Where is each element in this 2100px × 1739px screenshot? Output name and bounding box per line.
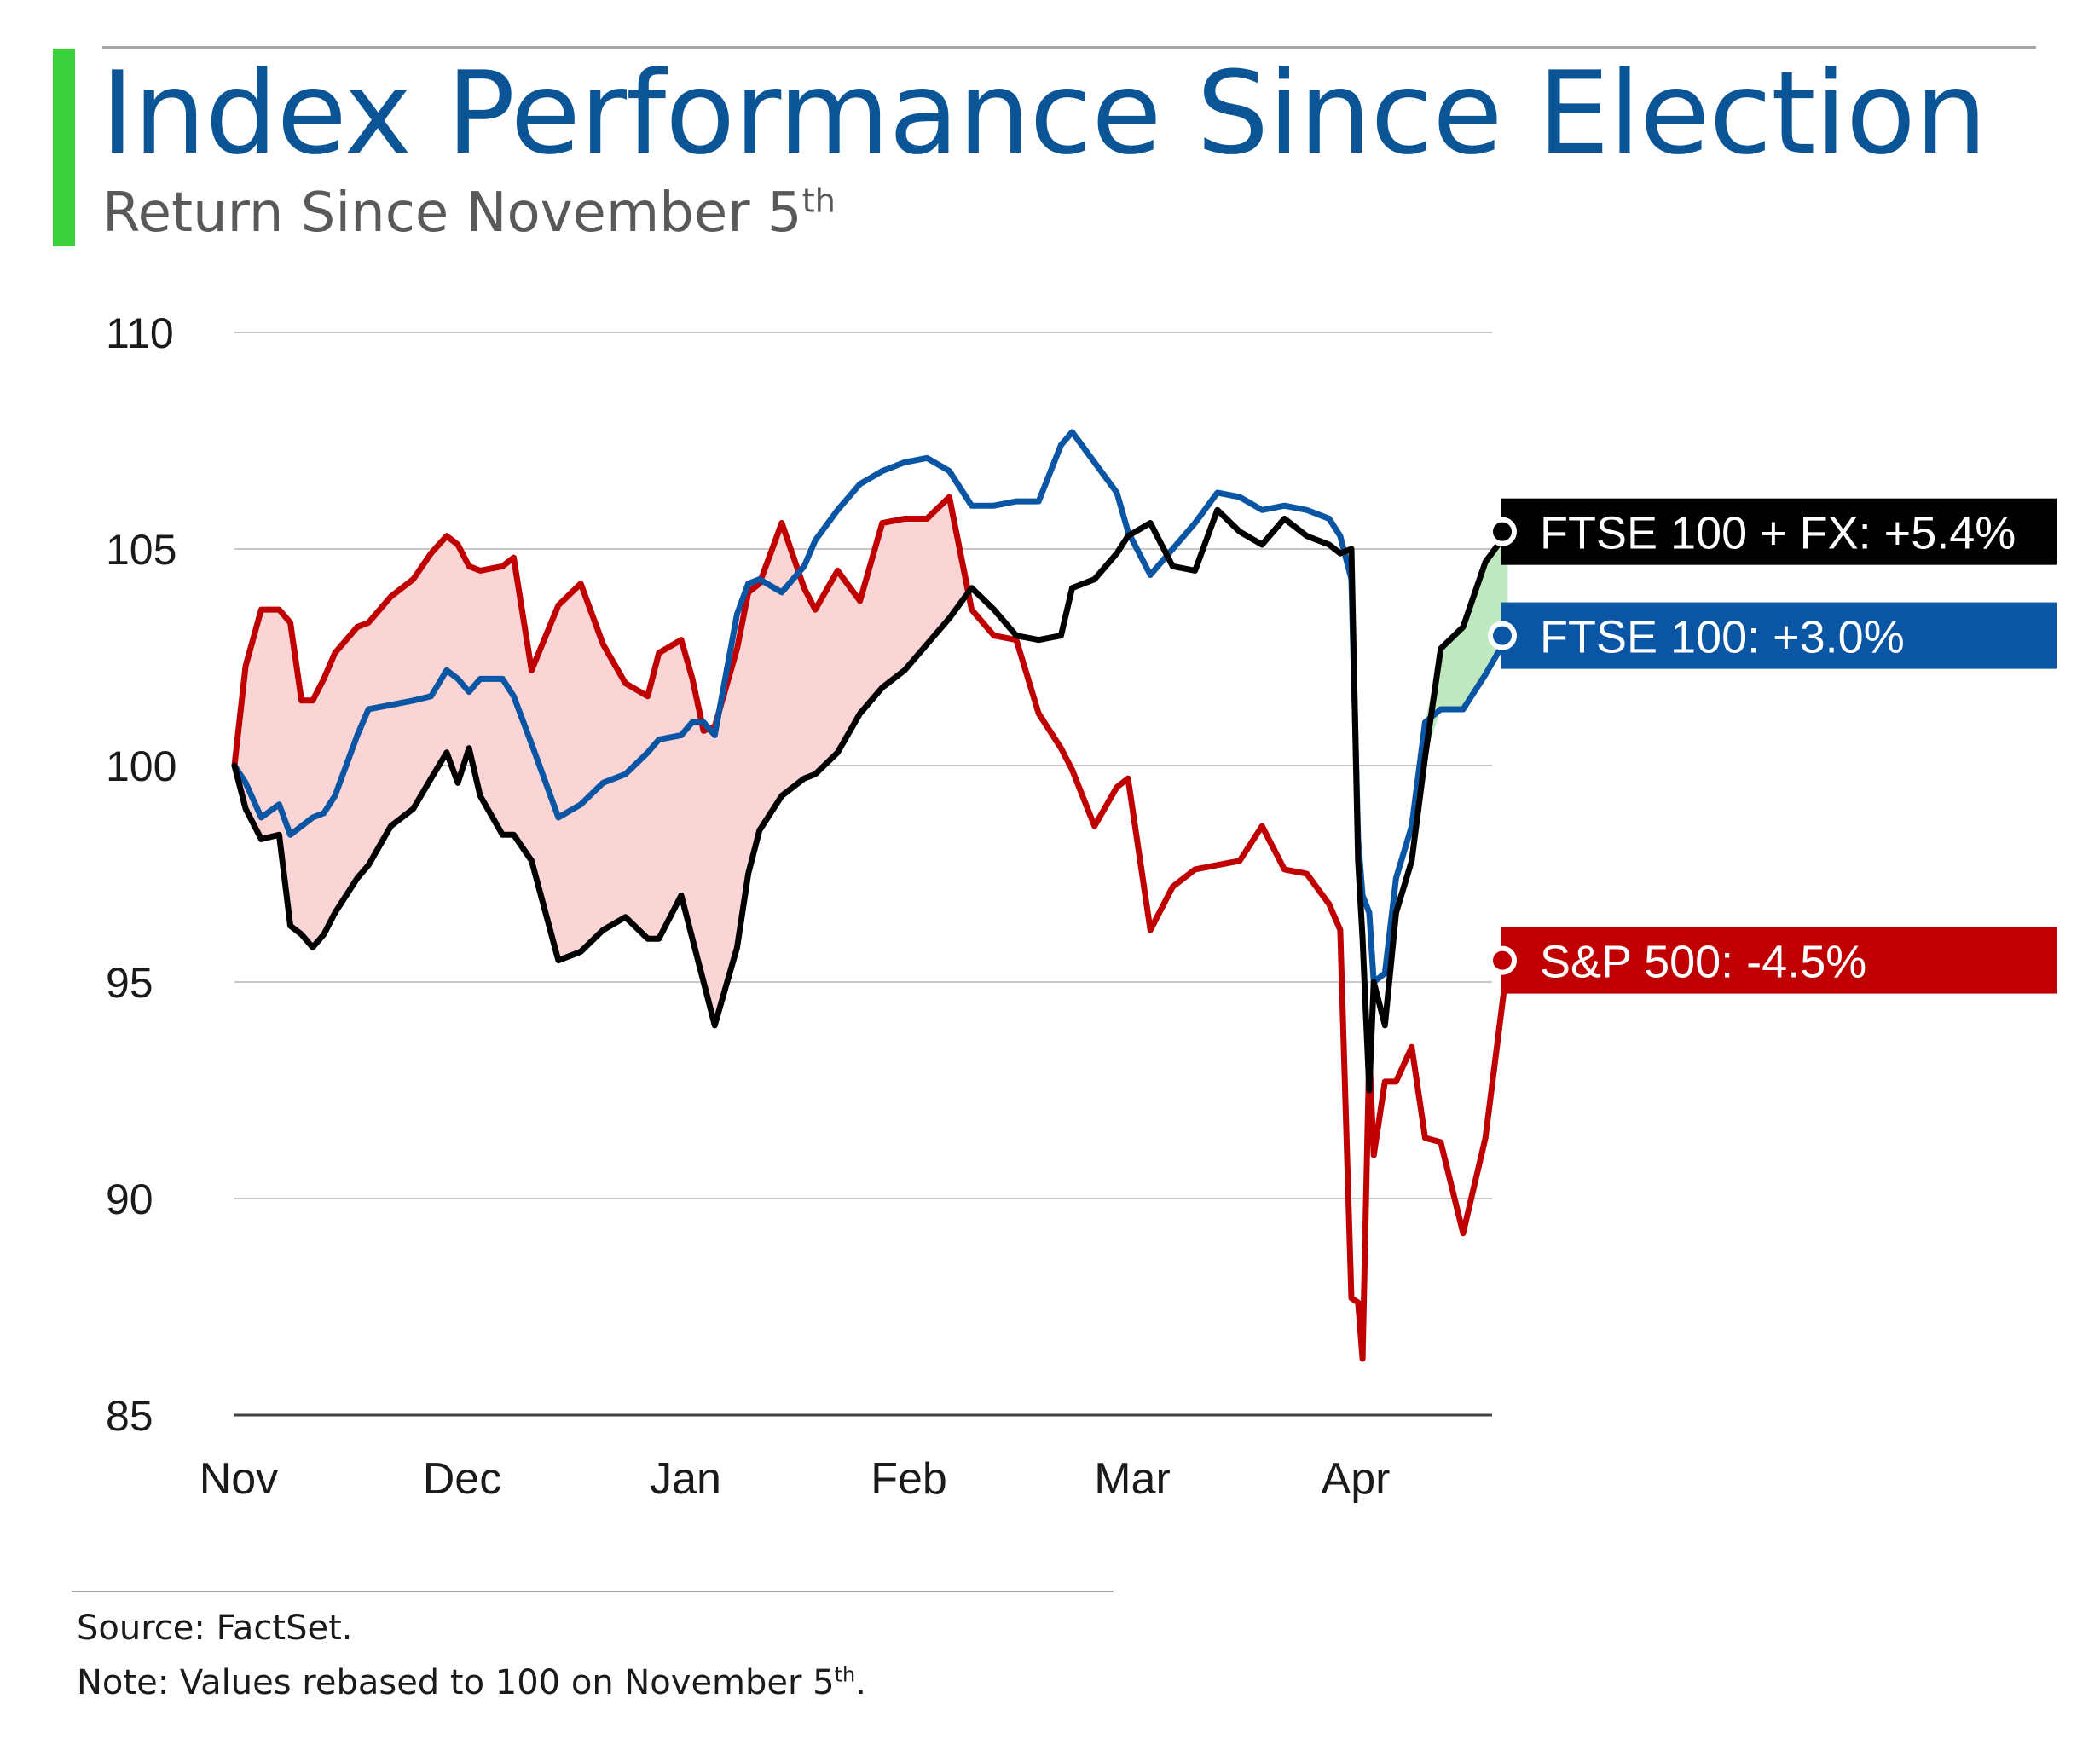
- ftse100-end-label: FTSE 100: +3.0%: [1540, 612, 1905, 663]
- chart-title: Index Performance Since Election: [101, 47, 1987, 180]
- sp500-line: [231, 494, 1511, 1362]
- note-superscript: th: [834, 1662, 856, 1687]
- rebase-note: Note: Values rebased to 100 on November …: [77, 1662, 866, 1702]
- x-tick-label: Feb: [871, 1454, 947, 1504]
- y-tick-label: 105: [106, 526, 176, 574]
- chart-subtitle: Return Since November 5th: [102, 185, 836, 240]
- series-end-labels: FTSE 100 + FX: +5.4% FTSE 100: +3.0% S&P 5…: [1488, 498, 2057, 994]
- line-chart: 110 105 100 95 90 85 Nov Dec Jan Feb Mar Apr FTSE …: [106, 309, 2057, 1504]
- ftse100-fx-end-label: FTSE 100 + FX: +5.4%: [1540, 508, 2016, 559]
- sp500-end-label-box: [1501, 927, 2057, 994]
- accent-bar: [53, 49, 75, 246]
- x-tick-label: Dec: [423, 1454, 501, 1504]
- ftse100-end-marker: [1488, 621, 1517, 650]
- subtitle-superscript: th: [801, 182, 836, 221]
- x-tick-label: Apr: [1322, 1454, 1391, 1504]
- sp500-end-label: S&P 500: -4.5%: [1540, 937, 1866, 988]
- y-tick-label: 110: [106, 309, 174, 357]
- ftse100-end-label-box: [1501, 602, 2057, 669]
- ftse100-fx-line: [231, 506, 1511, 1094]
- subtitle-text: Return Since November 5: [102, 182, 802, 245]
- x-tick-label: Jan: [650, 1454, 721, 1504]
- ftse100-fx-end-label-box: [1501, 498, 2057, 565]
- y-tick-label: 95: [106, 959, 153, 1007]
- note-suffix: .: [855, 1663, 866, 1702]
- ftse100-fx-end-marker: [1488, 517, 1517, 546]
- sp500-end-marker: [1488, 945, 1517, 975]
- series-lines: [231, 429, 1511, 1362]
- x-axis-ticks: Nov Dec Jan Feb Mar Apr: [200, 1454, 1391, 1504]
- note-text: Note: Values rebased to 100 on November …: [77, 1663, 835, 1702]
- y-axis-ticks: 110 105 100 95 90 85: [106, 309, 176, 1440]
- x-tick-label: Nov: [200, 1454, 278, 1504]
- top-rule: [102, 46, 2036, 49]
- ftse100-line: [231, 429, 1511, 985]
- shade-fx-gain: [1411, 531, 1508, 861]
- y-tick-label: 90: [106, 1176, 153, 1223]
- source-note: Source: FactSet.: [77, 1609, 353, 1648]
- y-tick-label: 85: [106, 1392, 153, 1440]
- footer-rule: [72, 1591, 1114, 1592]
- y-tick-label: 100: [106, 742, 176, 790]
- shaded-areas: [234, 497, 1508, 1025]
- x-tick-label: Mar: [1094, 1454, 1171, 1504]
- shade-sp500-outperformance: [234, 497, 1351, 1025]
